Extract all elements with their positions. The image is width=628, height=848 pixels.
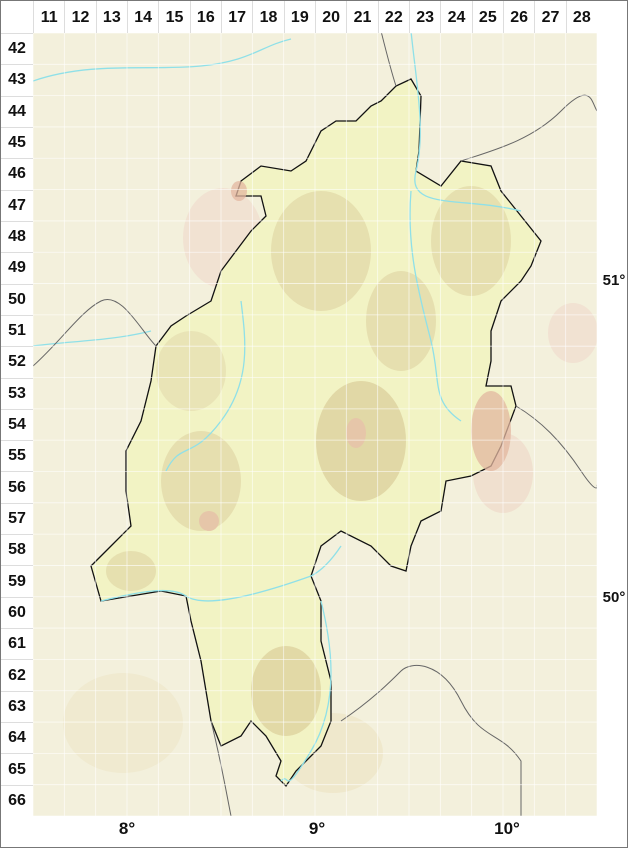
column-label: 13 (95, 1, 127, 33)
row-label: 46 (1, 158, 33, 189)
row-label: 54 (1, 408, 33, 440)
row-label: 50 (1, 283, 33, 315)
row-label: 42 (1, 33, 33, 64)
column-label: 24 (440, 1, 471, 33)
row-label: 57 (1, 502, 33, 534)
latitude-label: 51° (602, 272, 626, 289)
column-label: 18 (252, 1, 283, 33)
column-label: 15 (158, 1, 189, 33)
row-label: 62 (1, 659, 33, 690)
column-label: 17 (221, 1, 252, 33)
column-label: 23 (409, 1, 440, 33)
column-label: 19 (283, 1, 315, 33)
map-canvas[interactable] (33, 33, 597, 816)
row-label: 56 (1, 471, 33, 502)
row-label: 65 (1, 753, 33, 784)
row-label: 60 (1, 596, 33, 628)
latitude-label: 50° (602, 589, 626, 606)
column-label: 14 (127, 1, 158, 33)
hessen-region[interactable] (90, 78, 542, 788)
longitude-label: 9° (308, 819, 326, 838)
longitude-label: 10° (494, 819, 520, 838)
column-label: 22 (377, 1, 409, 33)
column-label: 12 (64, 1, 95, 33)
rivers (33, 33, 522, 782)
column-label: 20 (315, 1, 346, 33)
row-label: 59 (1, 565, 33, 596)
row-label: 48 (1, 220, 33, 252)
row-label: 52 (1, 346, 33, 377)
row-label: 51 (1, 314, 33, 346)
row-label: 49 (1, 252, 33, 283)
row-label: 61 (1, 628, 33, 659)
longitude-label: 8° (118, 819, 136, 838)
column-label: 16 (189, 1, 221, 33)
column-label: 25 (471, 1, 503, 33)
column-label: 11 (33, 1, 64, 33)
column-label: 21 (346, 1, 377, 33)
row-label: 53 (1, 377, 33, 409)
column-label: 28 (565, 1, 597, 33)
row-label: 55 (1, 440, 33, 471)
grid-lines (33, 33, 597, 816)
row-label: 47 (1, 189, 33, 221)
row-label: 63 (1, 690, 33, 722)
row-label: 64 (1, 722, 33, 753)
column-label: 26 (503, 1, 534, 33)
row-label: 45 (1, 126, 33, 158)
column-label: 27 (534, 1, 565, 33)
row-label: 43 (1, 64, 33, 95)
outer-borders (33, 33, 597, 816)
row-label: 66 (1, 784, 33, 816)
row-label: 58 (1, 534, 33, 565)
row-label: 44 (1, 95, 33, 127)
